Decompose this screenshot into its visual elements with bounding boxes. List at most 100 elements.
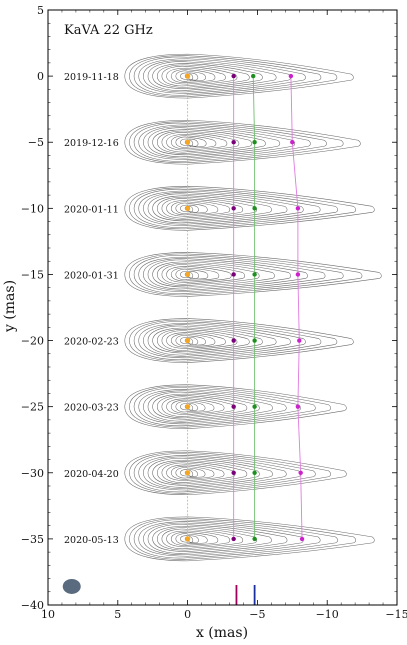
x-tick-label: 0 xyxy=(184,608,191,621)
component-3-point xyxy=(295,272,301,277)
component-1-point xyxy=(231,272,236,277)
core-point xyxy=(185,205,191,211)
y-tick-label: 0 xyxy=(37,70,44,83)
contour-level xyxy=(138,322,306,359)
contour-level xyxy=(175,202,208,214)
contour-level xyxy=(138,190,321,226)
contour-level xyxy=(180,469,198,478)
epoch-date-label: 2020-01-11 xyxy=(64,204,119,215)
contour-level xyxy=(152,129,266,156)
contour-level xyxy=(152,63,263,90)
y-tick-label: −25 xyxy=(21,401,44,414)
contour-level xyxy=(152,393,260,420)
contour-level xyxy=(143,390,287,423)
x-tick-label: −10 xyxy=(316,608,339,621)
contour-level xyxy=(161,330,238,351)
contour-level xyxy=(170,465,215,480)
epoch-date-label: 2020-04-20 xyxy=(64,469,119,480)
contour-level xyxy=(133,387,316,427)
contour-level xyxy=(124,450,347,496)
component-2-point xyxy=(252,206,257,211)
contour-map-2019-12-16 xyxy=(124,119,361,165)
x-tick-label: −15 xyxy=(385,608,407,621)
core-point xyxy=(185,271,191,278)
contour-level xyxy=(170,532,219,546)
component-2-point xyxy=(251,73,256,79)
component-points xyxy=(185,73,305,542)
contour-level xyxy=(124,186,375,231)
contour-level xyxy=(170,267,220,282)
component-3-point xyxy=(298,470,303,475)
contour-level xyxy=(161,264,246,285)
contour-level xyxy=(175,268,209,280)
contour-level xyxy=(166,332,226,349)
component-2-point xyxy=(252,470,257,475)
contour-level xyxy=(133,453,316,493)
component-3-point xyxy=(290,140,295,145)
contour-level xyxy=(129,55,338,97)
epoch-date-label: 2020-01-31 xyxy=(64,270,119,281)
core-point xyxy=(185,536,191,542)
y-tick-label: −5 xyxy=(28,136,44,149)
contour-level xyxy=(133,188,338,228)
contour-map-2020-01-11 xyxy=(124,186,375,231)
contour-level xyxy=(166,464,225,482)
x-axis-label: x (mas) xyxy=(196,625,248,641)
axes: 10 5 0 −5 −10 −15 5 0 −5 −10 −15 −20 −25 −30 −35 −40 xyxy=(21,4,407,621)
contour-map-2020-05-13 xyxy=(124,516,375,562)
contour-level xyxy=(166,133,228,151)
contour-level xyxy=(175,70,206,82)
chart-title: KaVA 22 GHz xyxy=(64,23,153,38)
contour-level xyxy=(138,256,326,293)
contour-level xyxy=(161,132,240,153)
contour-level xyxy=(133,122,327,162)
y-tick-label: −15 xyxy=(21,268,44,281)
core-point xyxy=(185,139,191,145)
contour-level xyxy=(156,527,258,551)
contour-level xyxy=(170,201,219,216)
contour-level xyxy=(180,270,200,279)
contour-level xyxy=(143,456,287,489)
contour-level xyxy=(147,193,288,224)
component-3-point xyxy=(295,206,301,211)
x-tick-label: 5 xyxy=(114,608,121,621)
epoch-labels: 2019-11-18 2019-12-16 2020-01-11 2020-01-31… xyxy=(64,72,119,546)
contour-level xyxy=(180,403,198,412)
contour-level xyxy=(175,467,206,479)
y-axis-label: y (mas) xyxy=(2,280,18,333)
plot-frame xyxy=(47,9,398,606)
component-1-point xyxy=(231,206,236,211)
contour-level xyxy=(161,66,238,87)
contour-level xyxy=(156,130,253,154)
epoch-date-label: 2019-12-16 xyxy=(64,138,119,149)
component-2-point xyxy=(252,338,257,343)
y-tick-label: −20 xyxy=(21,335,44,348)
x-tick-label: −5 xyxy=(249,608,265,621)
contour-level xyxy=(166,67,226,85)
y-tick-label: −40 xyxy=(21,599,44,612)
component-2-track-line xyxy=(252,76,256,539)
y-tick-label: −30 xyxy=(21,467,44,480)
core-point xyxy=(185,404,191,410)
contour-level xyxy=(147,127,281,157)
core-point xyxy=(185,73,191,79)
contour-level xyxy=(166,266,232,283)
contour-level xyxy=(170,135,217,150)
contour-level xyxy=(138,124,311,160)
component-1-point xyxy=(231,536,236,542)
core-point xyxy=(185,337,191,344)
contour-level xyxy=(138,58,306,94)
contour-level xyxy=(156,395,248,419)
contour-level xyxy=(152,327,263,354)
contour-level xyxy=(166,530,231,548)
contour-level xyxy=(133,255,344,294)
component-2-point xyxy=(252,536,257,542)
component-3-point xyxy=(295,404,301,409)
contour-level xyxy=(166,398,225,415)
contour-level xyxy=(180,535,199,544)
contour-level xyxy=(175,136,207,148)
contour-level xyxy=(170,399,215,414)
contour-level xyxy=(138,389,301,425)
y-tick-label: 5 xyxy=(37,4,44,17)
